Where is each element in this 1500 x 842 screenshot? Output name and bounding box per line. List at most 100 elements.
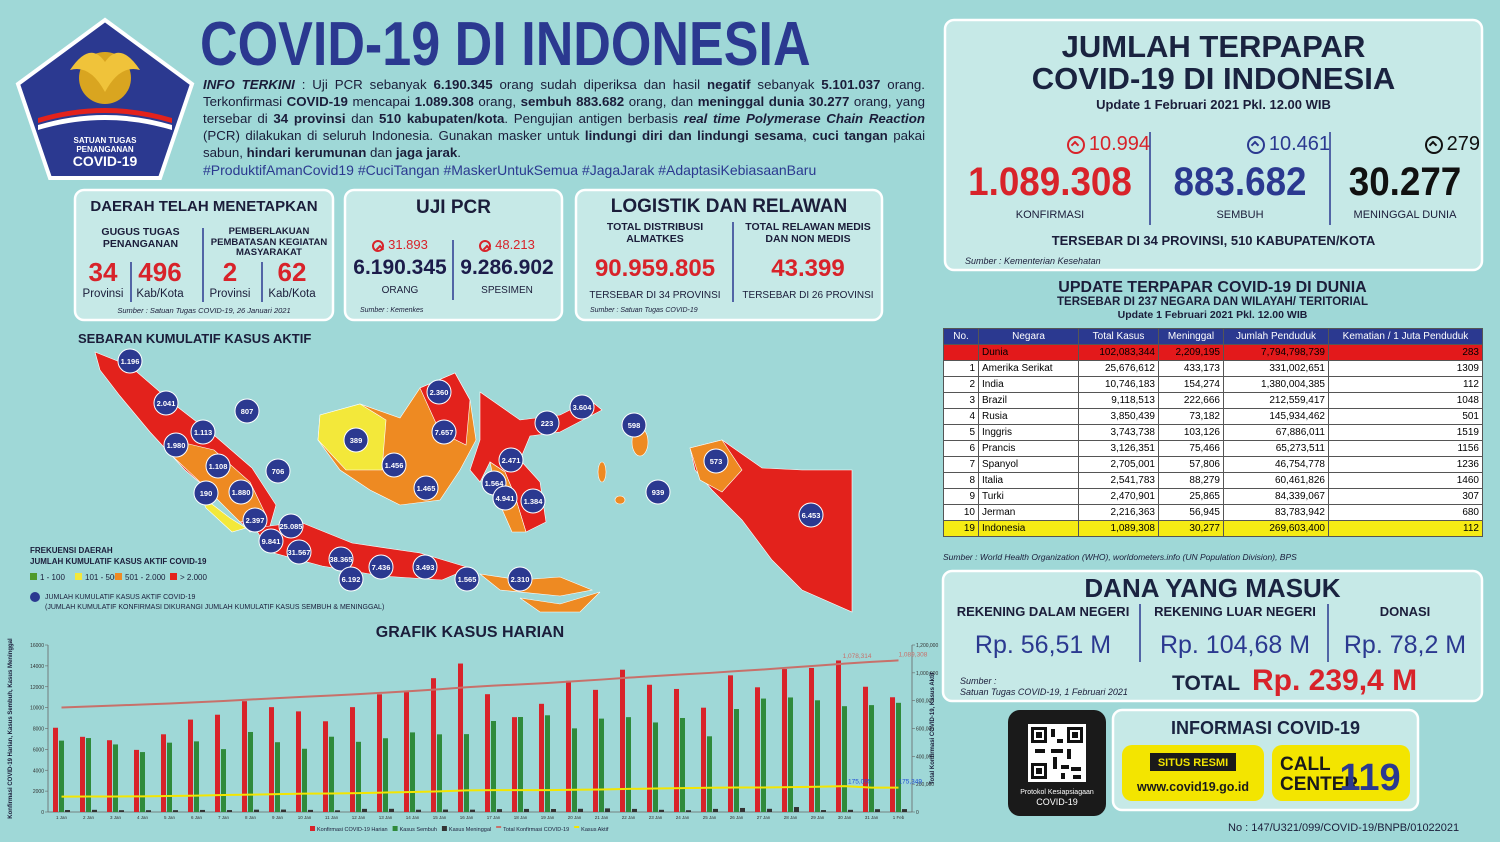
column-header: Negara [978,328,1079,345]
data-label: 1,078,314 [843,653,872,660]
qr-block [1061,773,1065,779]
bar [524,808,529,812]
y2-tick-label: 600,000 [916,727,934,733]
item-head: TOTAL DISTRIBUSI ALMATKES [606,221,704,245]
y2-tick-label: 400,000 [916,754,934,760]
bar [383,738,388,812]
bar [512,717,517,812]
x-tick-label: 30 Jan [838,815,852,820]
table-cell: 88,279 [1158,472,1224,489]
bubble-label: 38.365 [330,555,353,564]
bar [848,809,853,812]
x-tick-label: 1 Jan [56,815,68,820]
update: Update 1 Februari 2021 Pkl. 12.00 WIB [1096,97,1331,112]
bar [329,736,334,812]
site-label-box [1150,753,1236,771]
x-tick-label: 27 Jan [757,815,771,820]
stat-unit: Provinsi [209,288,251,300]
table-cell: 222,666 [1158,392,1224,409]
table-cell: 7 [943,456,979,473]
panel-title: INFORMASI COVID-19 [1170,718,1361,738]
table-cell: 2,705,001 [1078,456,1159,473]
table-cell: 1,380,004,385 [1223,376,1329,393]
map-bubble [205,453,231,479]
bar [902,809,907,812]
bar [92,809,97,812]
legend-bubble [30,592,40,602]
increase-value: 48.213 [495,237,535,252]
box-title: UJI PCR [416,197,491,218]
info-text: sebanyak [750,77,822,92]
bubble-label: 1.456 [385,461,404,470]
table-cell: 73,182 [1158,408,1224,425]
stat-value: 9.286.902 [460,256,554,279]
logo-line: COVID-19 [73,153,138,169]
legend-label: Kasus Aktif [581,827,609,833]
bubble-label: 2.397 [246,516,265,525]
qr-caption: Protokol Kesiapsiagaan [1020,789,1094,796]
stat-value: 43.399 [771,255,845,282]
x-tick-label: 31 Jan [865,815,879,820]
bar [362,808,367,812]
stat-label: MENINGGAL DUNIA [1353,209,1457,221]
qr-block [1072,732,1078,738]
bar [701,707,706,812]
footer: No : 147/U321/099/COVID-19/BNPB/01022021 [1228,822,1460,834]
y-tick-label: 16000 [30,643,44,649]
info-text: cuci tangan [812,128,888,143]
call-badge [1272,745,1410,801]
bubble-label: 1.564 [485,479,505,488]
source: Sumber : Kemenkes [360,307,424,314]
legend-label: JUMLAH KUMULATIF KASUS AKTIF COVID-19 [45,594,196,601]
table-row: 3 Brazil 9,118,513 222,666 212,559,417 1048 [943,392,1483,409]
map-region [614,495,626,505]
map-bubble [265,458,291,484]
info-text: , [803,128,813,143]
bar [782,669,787,812]
bar [647,684,652,812]
bar [254,809,259,812]
bar [551,808,556,812]
x-tick-label: 13 Jan [379,815,393,820]
bubble-label: 25.085 [280,522,303,531]
bar [686,810,691,812]
bar [707,736,712,812]
x-tick-label: 24 Jan [676,815,690,820]
bubble-label: 6.192 [342,575,361,584]
stat-label: KONFIRMASI [1015,209,1085,221]
x-tick-label: 22 Jan [622,815,636,820]
qr-block [1036,768,1042,774]
table-cell: 60,461,826 [1223,472,1329,489]
increase-icon [372,239,385,252]
stat-value: 34 [88,257,118,287]
bar [458,663,463,812]
line [61,659,899,709]
info-text: orang. Terkonfirmasi [203,77,925,109]
table-cell: Brazil [978,392,1079,409]
map-bubble [368,554,394,580]
y-tick-label: 2000 [33,789,44,795]
table-row: 2 India 10,746,183 154,274 1,380,004,385 112 [943,376,1483,393]
bar [470,809,475,812]
qr-block [1073,775,1081,779]
map-region [199,494,247,533]
legend-label: Kasus Sembuh [400,827,437,833]
column-header: Total Kasus [1078,328,1159,345]
increase: 31.893 [348,237,452,253]
legend-label: (JUMLAH KUMULATIF KONFIRMASI DIKURANGI J… [45,604,384,611]
table-cell: 1236 [1328,456,1483,473]
table-row: Dunia 102,083,344 2,209,195 7,794,798,739 28… [943,344,1483,361]
y-tick-label: 14000 [30,664,44,670]
bar [875,809,880,812]
bubble-label: 1.465 [417,484,436,493]
map-bubble [498,447,524,473]
total-value: Rp. 239,4 M [1252,664,1418,697]
info-text: orang, dan [624,94,698,109]
x-tick-label: 15 Jan [433,815,447,820]
bar [821,810,826,812]
table-row: 19 Indonesia 1,089,308 30,277 269,603,400 112 [943,520,1483,537]
bar [275,742,280,812]
bar [161,734,166,812]
legend-swatch [496,826,502,828]
bar [464,734,469,812]
